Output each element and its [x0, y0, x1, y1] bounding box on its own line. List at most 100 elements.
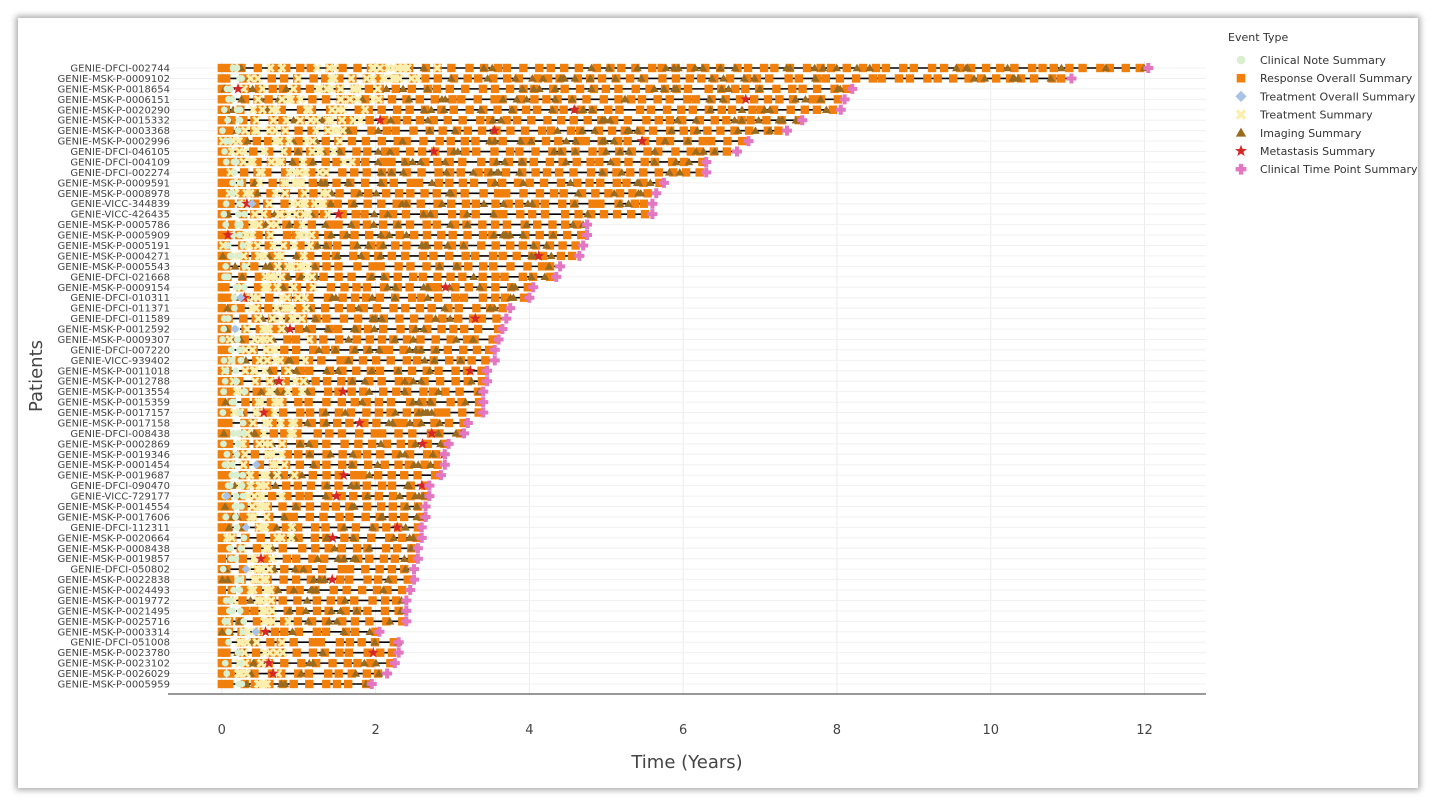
metastasis-marker: [273, 375, 285, 386]
clinical-note-marker: [227, 189, 235, 197]
response-overall-marker: [347, 272, 356, 282]
treatment-marker: [329, 73, 339, 83]
response-overall-marker: [743, 63, 753, 73]
treatment-marker: [289, 240, 299, 250]
response-overall-marker: [738, 136, 747, 146]
clinical-note-marker: [220, 356, 228, 364]
clinical-note-marker: [230, 586, 237, 594]
response-overall-marker: [253, 63, 263, 73]
response-overall-marker: [280, 429, 289, 438]
response-overall-marker: [217, 116, 227, 125]
patient-label: GENIE-MSK-P-0019772: [58, 596, 170, 607]
clinical-time-point-marker: [462, 417, 473, 428]
response-overall-marker: [1027, 63, 1037, 73]
response-overall-marker: [690, 126, 699, 135]
treatment-marker: [240, 147, 250, 157]
response-overall-marker: [695, 168, 704, 177]
response-overall-marker: [321, 157, 330, 167]
imaging-marker: [404, 481, 414, 489]
legend-item[interactable]: Response Overall Summary: [1236, 72, 1413, 85]
legend-label: Treatment Summary: [1259, 109, 1373, 122]
response-overall-marker: [665, 116, 675, 125]
response-overall-marker: [359, 387, 368, 396]
imaging-marker: [400, 157, 410, 166]
imaging-marker: [440, 95, 450, 103]
response-overall-marker: [348, 126, 358, 135]
treatment-marker: [246, 73, 256, 83]
response-overall-marker: [250, 450, 260, 459]
response-overall-marker: [427, 303, 436, 313]
response-overall-marker: [392, 544, 402, 553]
legend[interactable]: Event Type Clinical Note SummaryResponse…: [1228, 31, 1418, 176]
response-overall-marker: [407, 439, 417, 449]
imaging-marker: [499, 199, 508, 207]
legend-item[interactable]: Clinical Time Point Summary: [1235, 163, 1418, 176]
imaging-marker: [367, 272, 377, 281]
imaging-marker: [615, 199, 625, 207]
response-overall-marker: [662, 105, 672, 114]
treatment-marker: [246, 585, 256, 595]
response-overall-marker: [923, 74, 932, 83]
response-overall-marker: [774, 126, 783, 135]
response-overall-marker: [520, 126, 530, 135]
imaging-marker: [650, 157, 659, 166]
response-overall-marker: [268, 178, 277, 188]
imaging-marker: [488, 115, 498, 124]
response-overall-marker: [280, 345, 289, 355]
response-overall-marker: [224, 439, 234, 449]
treatment-marker: [239, 84, 249, 94]
legend-item[interactable]: Clinical Note Summary: [1236, 54, 1387, 67]
clinical-note-marker: [236, 75, 244, 82]
response-overall-marker: [473, 95, 482, 104]
response-overall-marker: [386, 356, 395, 365]
response-overall-marker: [291, 230, 301, 240]
response-overall-marker: [354, 105, 363, 114]
response-overall-marker: [339, 314, 349, 323]
imaging-marker: [346, 220, 356, 228]
clinical-note-marker: [223, 85, 231, 93]
response-overall-marker: [402, 408, 411, 417]
response-overall-marker: [308, 648, 318, 657]
response-overall-marker: [697, 74, 706, 83]
clinical-note-marker: [222, 200, 230, 208]
response-overall-marker: [367, 439, 377, 449]
clinical-note-marker: [233, 523, 241, 531]
clinical-note-marker: [237, 356, 245, 364]
response-overall-marker: [292, 387, 301, 396]
imaging-marker: [348, 376, 357, 385]
legend-item[interactable]: Imaging Summary: [1235, 127, 1362, 140]
treatment-marker: [299, 251, 309, 261]
response-overall-marker: [269, 262, 278, 271]
response-overall-marker: [458, 408, 467, 417]
response-overall-marker: [472, 303, 481, 313]
response-overall-marker: [422, 230, 432, 240]
patient-label: GENIE-MSK-P-0003368: [58, 126, 170, 137]
patient-label: GENIE-MSK-P-0019857: [58, 554, 170, 565]
imaging-marker: [590, 126, 600, 134]
treatment-marker: [299, 376, 309, 386]
response-overall-marker: [453, 314, 463, 323]
response-overall-marker: [239, 512, 248, 522]
response-overall-marker: [361, 95, 370, 104]
imaging-marker: [323, 533, 333, 542]
clinical-time-point-marker: [401, 595, 412, 606]
response-overall-marker: [334, 470, 343, 480]
imaging-marker: [328, 293, 337, 301]
response-overall-marker: [217, 397, 227, 407]
response-overall-marker: [442, 408, 451, 417]
response-overall-marker: [379, 283, 389, 292]
response-overall-marker: [435, 377, 445, 386]
patient-label: GENIE-MSK-P-0012788: [58, 377, 170, 388]
response-overall-marker: [253, 157, 262, 167]
clinical-note-marker: [224, 116, 232, 124]
x-tick-label: 4: [525, 723, 533, 738]
patient-label: GENIE-MSK-P-0020664: [58, 533, 170, 544]
response-overall-marker: [305, 251, 315, 261]
response-overall-marker: [405, 397, 415, 407]
treatment-marker: [288, 428, 298, 438]
response-overall-marker: [665, 95, 674, 104]
legend-item[interactable]: Treatment Summary: [1235, 109, 1373, 122]
legend-item[interactable]: Treatment Overall Summary: [1235, 90, 1416, 103]
legend-item[interactable]: Metastasis Summary: [1235, 144, 1376, 158]
legend-items[interactable]: Clinical Note Summary Response Overall Su…: [1235, 54, 1418, 176]
